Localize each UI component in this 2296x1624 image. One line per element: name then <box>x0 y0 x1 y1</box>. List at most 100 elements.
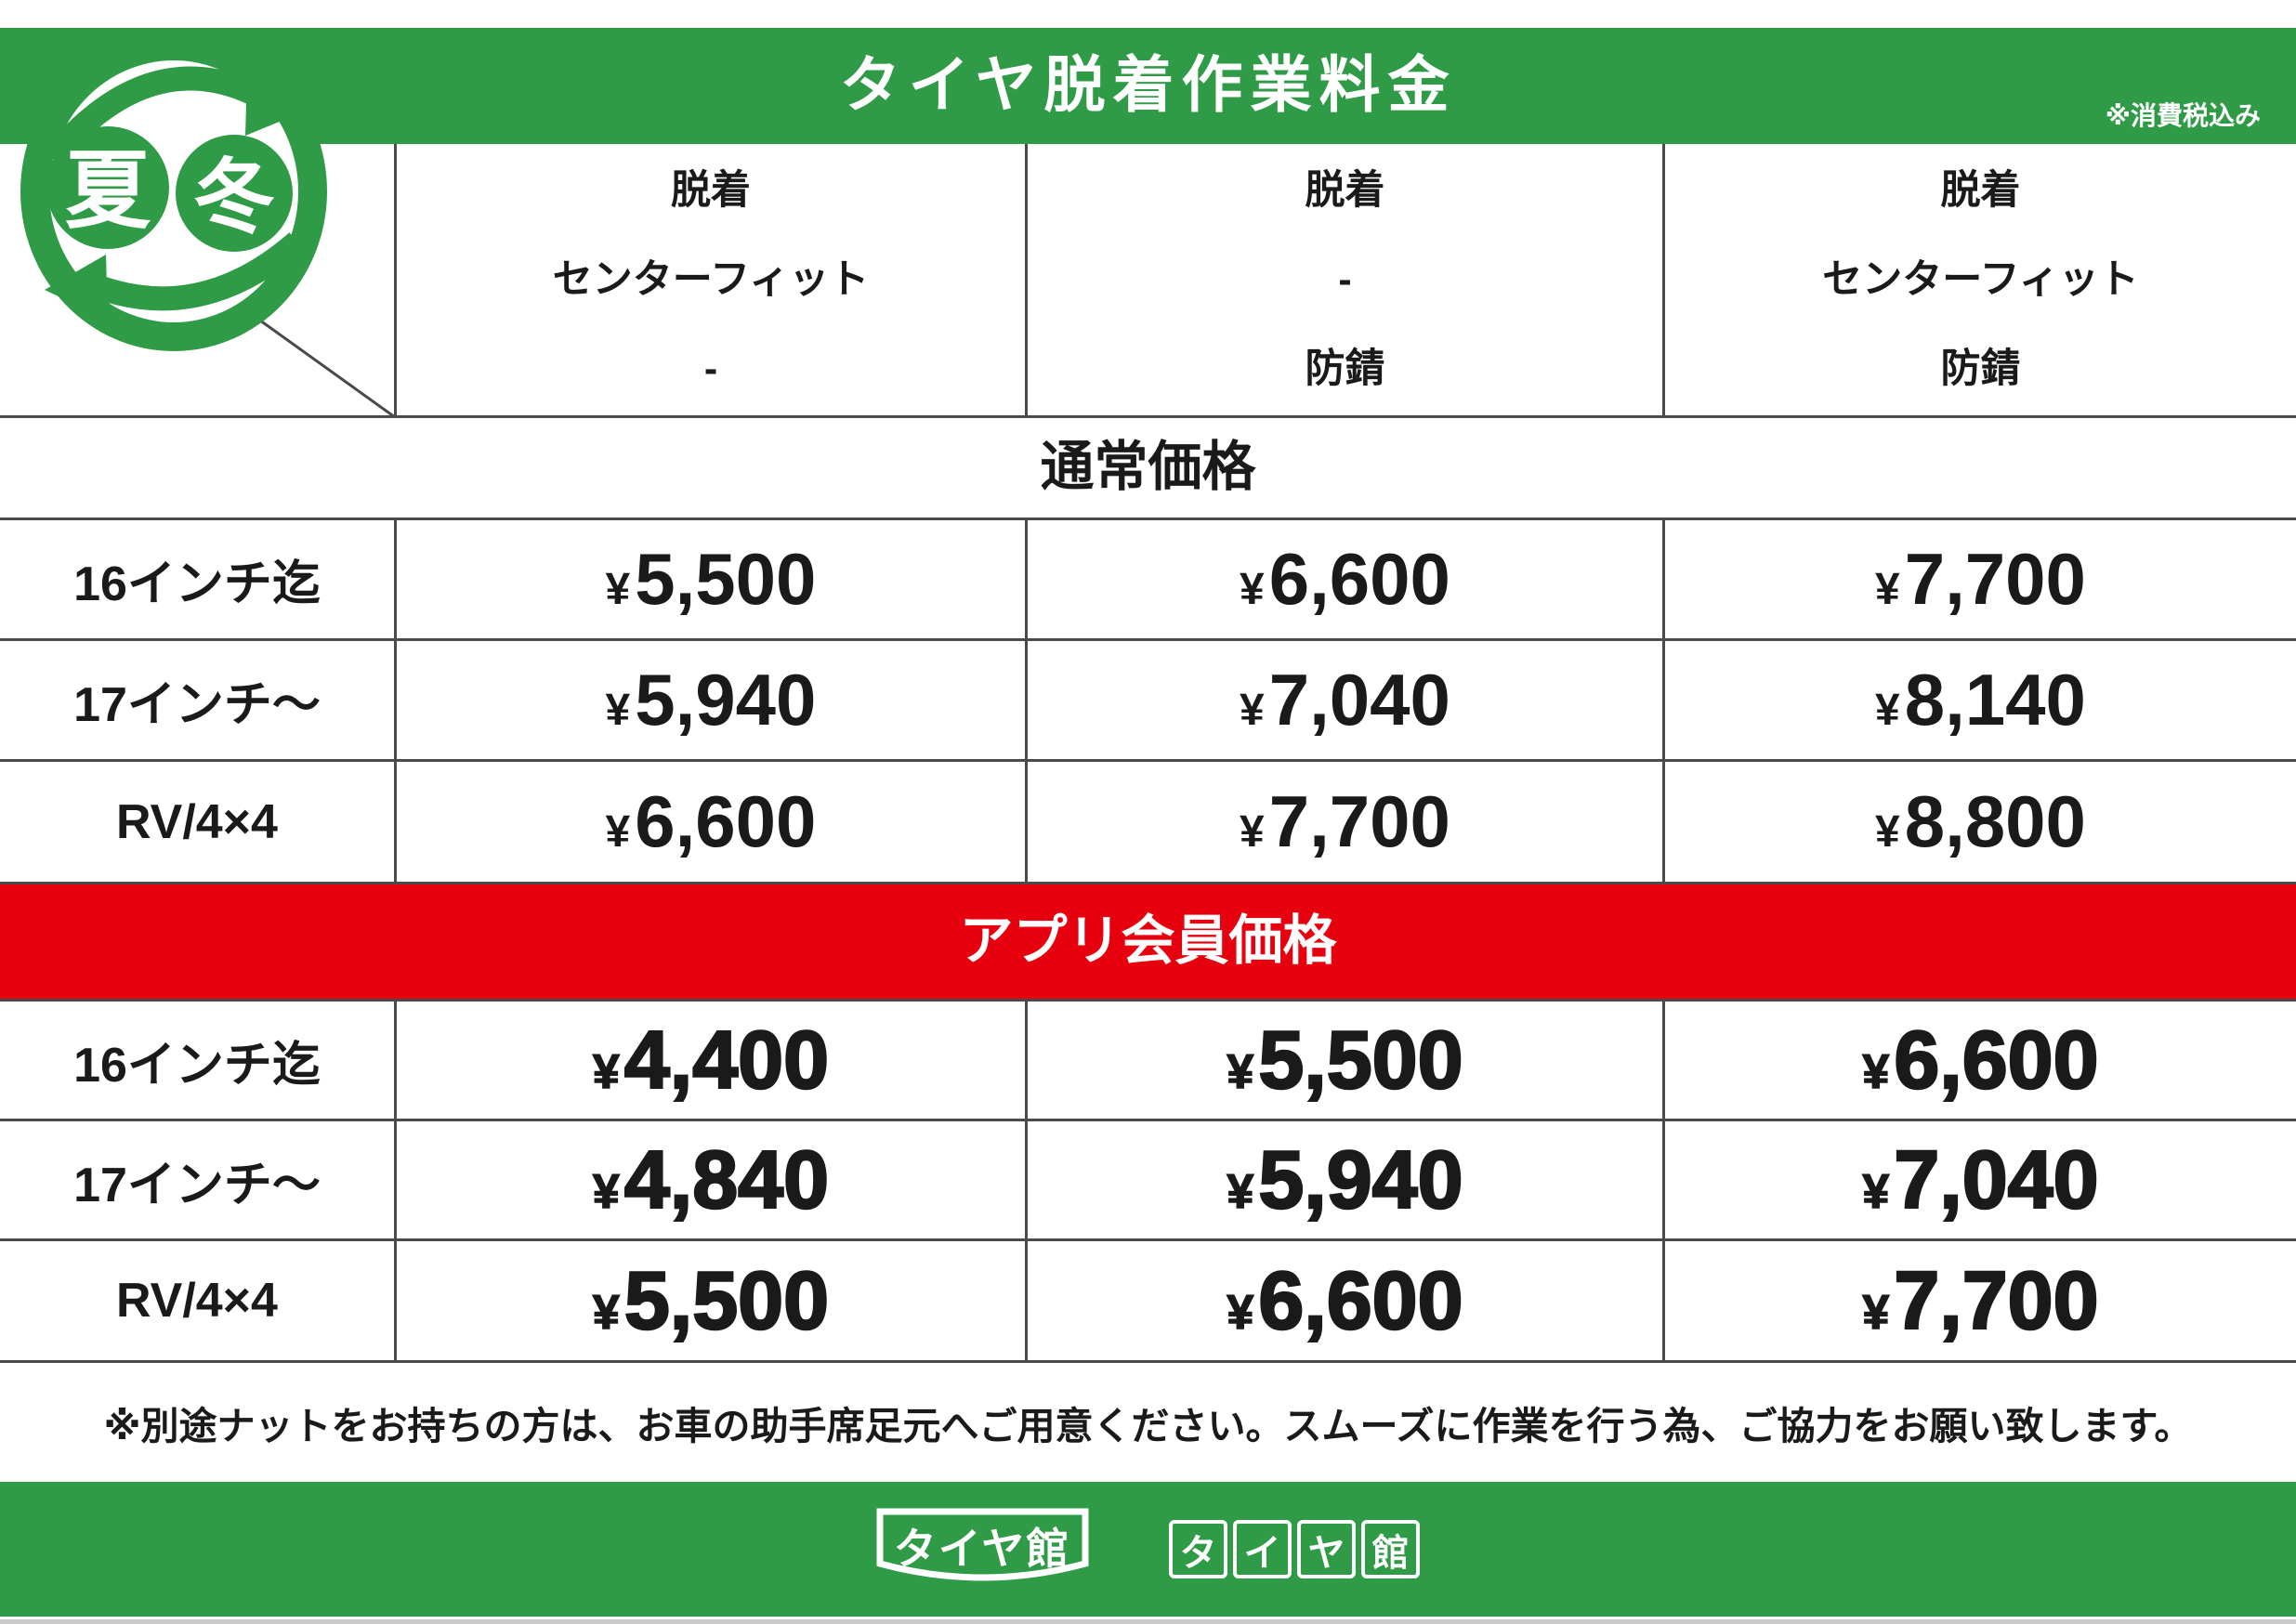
section-title-normal: 通常価格 <box>0 415 2296 520</box>
tirekan-box-char: ヤ <box>1297 1520 1356 1578</box>
table-row: RV/4×4 ¥6,600 ¥7,700 ¥8,800 <box>0 762 2296 882</box>
winter-circle <box>176 135 293 252</box>
yen-symbol: ¥ <box>1862 1164 1890 1220</box>
season-swap-logo: 夏 冬 <box>20 32 327 351</box>
table-row: 16インチ迄 ¥5,500 ¥6,600 ¥7,700 <box>0 520 2296 641</box>
price-value: 7,040 <box>1268 659 1450 740</box>
row-size-label: RV/4×4 <box>116 1274 278 1328</box>
col1-line3: - <box>703 347 718 391</box>
col3-line3: 防錆 <box>1940 347 2021 391</box>
table-row: 17インチ〜 ¥4,840 ¥5,940 ¥7,040 <box>0 1121 2296 1241</box>
column-header-2: 脱着 - 防錆 <box>1025 144 1662 415</box>
tirekan-box-char: イ <box>1233 1520 1292 1578</box>
col2-line2: - <box>1338 257 1352 302</box>
price-value: 6,600 <box>635 780 817 862</box>
yen-symbol: ¥ <box>592 1285 620 1341</box>
price-cell: ¥5,500 <box>394 520 1025 638</box>
price-cell: ¥6,600 <box>1025 520 1662 638</box>
tax-included-note: ※消費税込み <box>2105 101 2261 130</box>
price-cell: ¥4,840 <box>394 1121 1025 1238</box>
yen-symbol: ¥ <box>1240 686 1265 735</box>
rotate-arrow-bottom-icon <box>86 232 306 311</box>
logo-inner-face <box>49 60 298 322</box>
footnote-text: ※別途ナットをお持ちの方は、お車の助手席足元へご用意ください。スムーズに作業を行… <box>103 1405 2193 1447</box>
table-row: 17インチ〜 ¥5,940 ¥7,040 ¥8,140 <box>0 641 2296 762</box>
col1-line2: センターフィット <box>552 257 870 302</box>
tirekan-banner-text: タイヤ館 <box>894 1525 1071 1573</box>
price-value: 7,040 <box>1893 1133 2100 1227</box>
yen-symbol: ¥ <box>1227 1285 1254 1341</box>
row-size-label: 16インチ迄 <box>73 1038 321 1093</box>
row-size-label: 17インチ〜 <box>73 1158 321 1212</box>
price-cell: ¥5,940 <box>1025 1121 1662 1238</box>
bottom-edge <box>0 1617 2296 1624</box>
rotate-arrow-bottom-head <box>45 255 108 320</box>
yen-symbol: ¥ <box>1240 807 1265 857</box>
page-title: タイヤ脱着作業料金 <box>839 50 1457 119</box>
winter-kanji: 冬 <box>193 151 275 243</box>
row-size-label: 16インチ迄 <box>73 557 321 611</box>
tirekan-banner-logo: タイヤ館 <box>876 1508 1089 1581</box>
price-cell: ¥7,040 <box>1662 1121 2296 1238</box>
rotate-arrow-top-icon <box>43 66 280 166</box>
yen-symbol: ¥ <box>605 565 631 614</box>
footnote-row: ※別途ナットをお持ちの方は、お車の助手席足元へご用意ください。スムーズに作業を行… <box>0 1363 2296 1482</box>
price-cell: ¥6,600 <box>1025 1241 1662 1360</box>
col3-line2: センターフィット <box>1822 257 2139 302</box>
header-cell-diagonal <box>243 307 396 419</box>
yen-symbol: ¥ <box>1875 565 1900 614</box>
footer-band: タイヤ館 タ イ ヤ 館 <box>0 1482 2296 1617</box>
row-size-label: 17インチ〜 <box>73 678 321 732</box>
summer-kanji: 夏 <box>65 144 151 239</box>
col2-line1: 脱着 <box>1305 168 1385 213</box>
column-header-1: 脱着 センターフィット - <box>394 144 1025 415</box>
yen-symbol: ¥ <box>1875 807 1900 857</box>
price-cell: ¥5,940 <box>394 641 1025 759</box>
column-header-row: 脱着 センターフィット - 脱着 - 防錆 脱着 センターフィット 防錆 <box>0 144 2296 415</box>
yen-symbol: ¥ <box>592 1044 620 1100</box>
col1-line1: 脱着 <box>671 168 751 213</box>
col2-line3: 防錆 <box>1305 347 1385 391</box>
price-value: 5,500 <box>623 1253 831 1348</box>
price-value: 4,400 <box>623 1013 831 1107</box>
price-value: 7,700 <box>1893 1253 2100 1348</box>
price-value: 5,500 <box>635 538 817 620</box>
price-cell: ¥6,600 <box>394 762 1025 882</box>
col3-line1: 脱着 <box>1940 168 2021 213</box>
price-value: 6,600 <box>1257 1253 1464 1348</box>
price-cell: ¥7,700 <box>1662 1241 2296 1360</box>
yen-symbol: ¥ <box>1227 1044 1254 1100</box>
price-value: 7,700 <box>1268 780 1450 862</box>
price-value: 5,940 <box>635 659 817 740</box>
price-value: 8,140 <box>1904 659 2086 740</box>
yen-symbol: ¥ <box>1862 1044 1890 1100</box>
price-cell: ¥5,500 <box>1025 1002 1662 1119</box>
price-value: 6,600 <box>1268 538 1450 620</box>
price-cell: ¥5,500 <box>394 1241 1025 1360</box>
table-row: RV/4×4 ¥5,500 ¥6,600 ¥7,700 <box>0 1241 2296 1363</box>
title-band: タイヤ脱着作業料金 ※消費税込み <box>0 28 2296 144</box>
price-value: 4,840 <box>623 1133 831 1227</box>
price-cell: ¥8,800 <box>1662 762 2296 882</box>
yen-symbol: ¥ <box>605 686 631 735</box>
tirekan-box-char: タ <box>1169 1520 1227 1578</box>
price-cell: ¥7,700 <box>1662 520 2296 638</box>
price-cell: ¥6,600 <box>1662 1002 2296 1119</box>
price-value: 7,700 <box>1904 538 2086 620</box>
yen-symbol: ¥ <box>1240 565 1265 614</box>
price-cell: ¥7,700 <box>1025 762 1662 882</box>
price-value: 8,800 <box>1904 780 2086 862</box>
price-value: 6,600 <box>1893 1013 2100 1107</box>
summer-circle <box>46 126 169 249</box>
tirekan-box-logo: タ イ ヤ 館 <box>1166 1520 1423 1578</box>
table-row: 16インチ迄 ¥4,400 ¥5,500 ¥6,600 <box>0 1002 2296 1121</box>
price-cell: ¥4,400 <box>394 1002 1025 1119</box>
price-value: 5,500 <box>1257 1013 1464 1107</box>
yen-symbol: ¥ <box>1862 1285 1890 1341</box>
price-cell: ¥8,140 <box>1662 641 2296 759</box>
yen-symbol: ¥ <box>605 807 631 857</box>
yen-symbol: ¥ <box>1875 686 1900 735</box>
price-cell: ¥7,040 <box>1025 641 1662 759</box>
tirekan-box-char: 館 <box>1361 1520 1420 1578</box>
